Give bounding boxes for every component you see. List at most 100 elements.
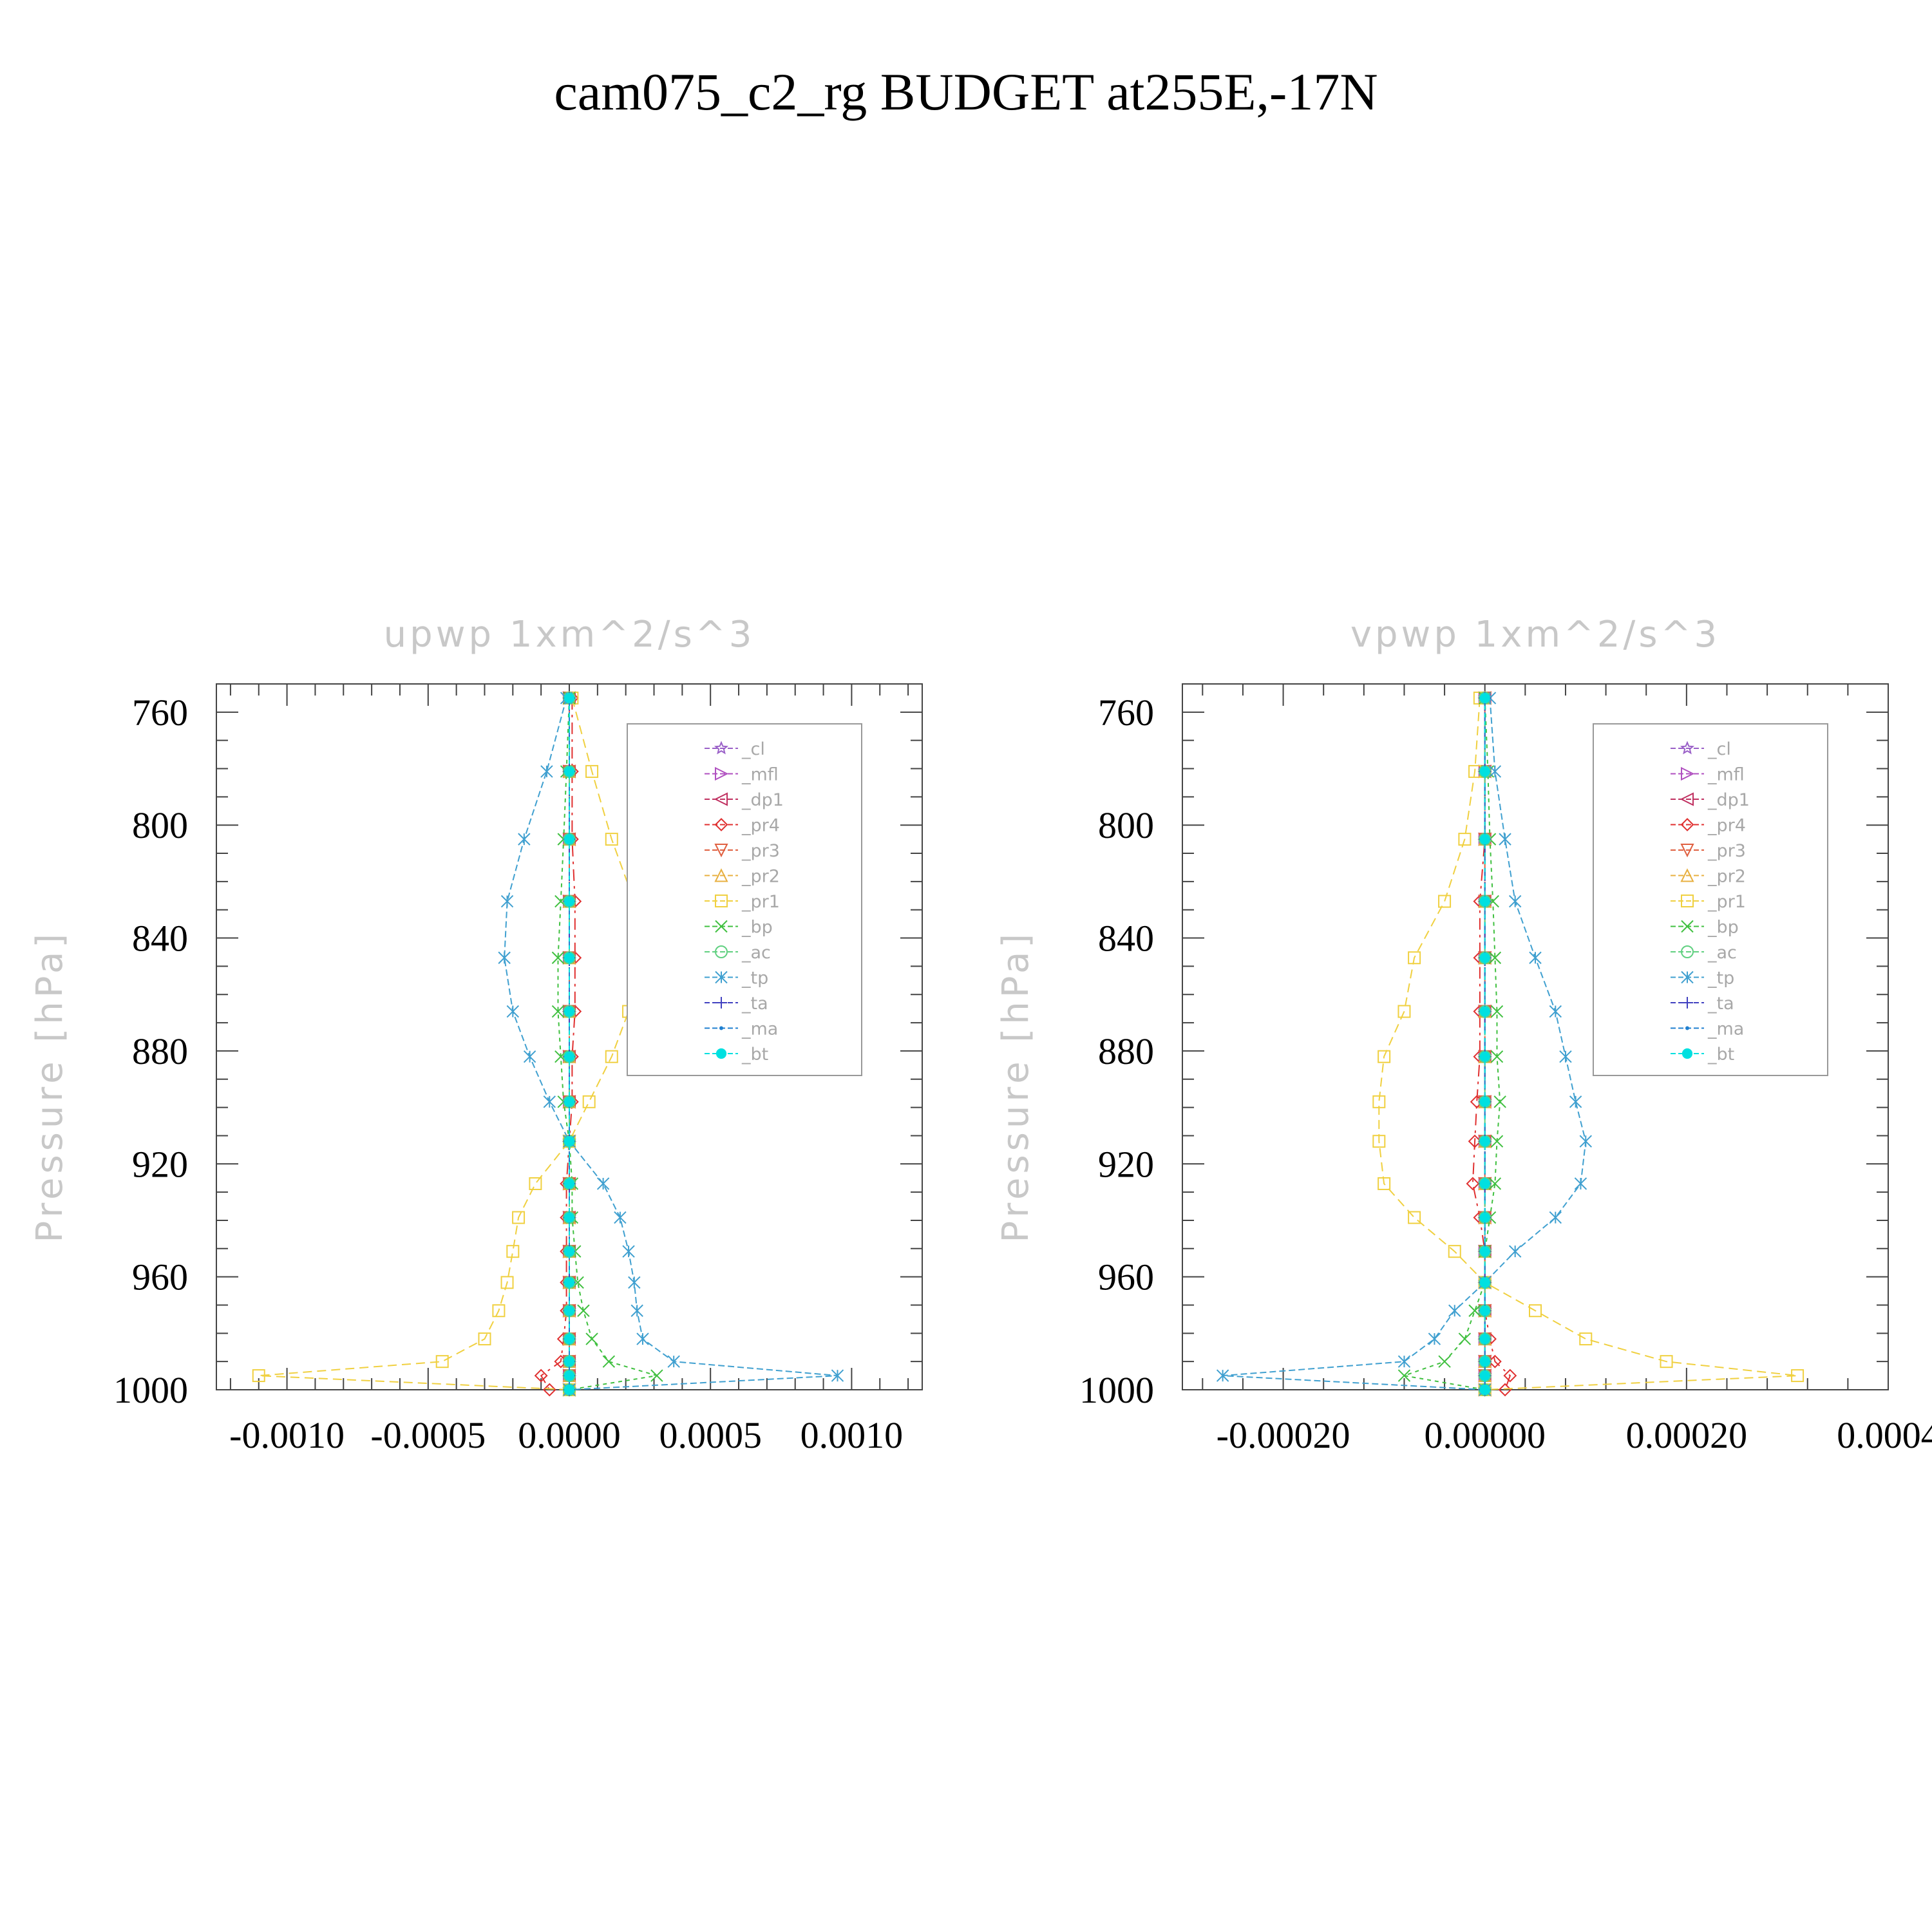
legend-marker xyxy=(1680,844,1694,858)
legend-label: _pr4 xyxy=(1707,816,1746,836)
data-point xyxy=(435,1355,449,1368)
data-point xyxy=(492,1304,506,1318)
y-tick-label: 960 xyxy=(132,1256,188,1298)
legend-marker xyxy=(715,997,727,1009)
data-point xyxy=(1529,951,1542,964)
data-point xyxy=(564,1051,575,1062)
legend-label: _ma xyxy=(1707,1019,1744,1039)
data-point xyxy=(564,1136,575,1147)
data-point xyxy=(650,1369,663,1382)
series-pr4 xyxy=(534,691,582,1397)
data-point xyxy=(564,1246,575,1257)
data-point xyxy=(564,1370,575,1381)
legend-label: _dp1 xyxy=(741,790,784,810)
data-point xyxy=(1529,1304,1542,1318)
data-point xyxy=(1488,951,1502,964)
x-tick-label: 0.0004 xyxy=(1837,1414,1932,1456)
panel-title: vpwp 1xm^2/s^3 xyxy=(1350,614,1720,656)
data-point xyxy=(628,1276,641,1289)
data-point xyxy=(614,1211,627,1224)
legend-marker xyxy=(1681,945,1694,958)
data-point xyxy=(523,1050,536,1063)
legend-marker xyxy=(715,895,728,907)
series-line xyxy=(1378,697,1798,1390)
data-point xyxy=(1791,1369,1804,1383)
x-tick-label: 0.00020 xyxy=(1626,1414,1748,1456)
legend-label: _dp1 xyxy=(1707,790,1750,810)
x-tick-label: 0.0005 xyxy=(659,1414,762,1456)
data-point xyxy=(636,1332,649,1345)
data-point xyxy=(1468,1134,1482,1148)
legend-label: _tp xyxy=(1707,969,1734,989)
data-point xyxy=(1397,1005,1411,1018)
data-point xyxy=(1397,1369,1411,1382)
data-point xyxy=(564,1384,575,1396)
legend-label: _ac xyxy=(1707,943,1737,963)
data-point xyxy=(1479,1333,1490,1345)
legend-label: _bt xyxy=(1707,1045,1734,1065)
y-tick-label: 840 xyxy=(132,918,188,960)
data-point xyxy=(1499,833,1511,846)
data-point xyxy=(1549,1211,1562,1224)
x-tick-label: -0.0010 xyxy=(229,1414,345,1456)
data-point xyxy=(506,1245,520,1258)
data-point xyxy=(1508,895,1522,908)
legend-marker xyxy=(715,766,729,781)
data-point xyxy=(478,1332,491,1346)
data-point xyxy=(1490,1135,1504,1148)
data-point xyxy=(534,1368,548,1383)
data-point xyxy=(577,1304,590,1317)
series-line xyxy=(557,697,658,1390)
data-point xyxy=(1503,1368,1517,1383)
data-point xyxy=(564,1277,575,1288)
figure-title: cam075_c2_rg BUDGET at255E,-17N xyxy=(554,62,1378,121)
data-point xyxy=(564,1212,575,1223)
legend-marker xyxy=(715,920,728,933)
legend-box xyxy=(627,723,862,1076)
plot-frame xyxy=(1182,683,1889,1390)
data-point xyxy=(1448,1245,1461,1258)
y-tick-label: 800 xyxy=(132,804,188,846)
legend-marker xyxy=(1685,1026,1689,1030)
data-point xyxy=(1479,1096,1490,1107)
legend-marker xyxy=(1680,818,1694,831)
legend-label: _cl xyxy=(1707,739,1731,759)
data-point xyxy=(1408,951,1421,965)
y-tick-label: 760 xyxy=(132,692,188,734)
data-point xyxy=(1490,1050,1504,1063)
legend-label: _bp xyxy=(1707,918,1739,938)
data-point xyxy=(1488,1177,1502,1190)
series-bt xyxy=(1479,692,1490,1396)
y-tick-label: 880 xyxy=(132,1030,188,1072)
legend-marker xyxy=(715,945,728,958)
panel-title: upwp 1xm^2/s^3 xyxy=(384,614,755,656)
data-point xyxy=(1488,765,1502,778)
legend-marker xyxy=(715,1048,727,1059)
data-point xyxy=(1466,1177,1480,1191)
data-point xyxy=(1479,1136,1490,1147)
data-point xyxy=(585,764,599,778)
y-tick-label: 920 xyxy=(1098,1143,1154,1185)
data-point xyxy=(1479,952,1490,963)
series-line xyxy=(258,697,638,1390)
series-pr4 xyxy=(1466,691,1517,1397)
data-point xyxy=(1490,1005,1504,1018)
data-point xyxy=(564,952,575,963)
x-tick-label: 0.0000 xyxy=(518,1414,621,1456)
data-point xyxy=(605,833,618,846)
legend-marker xyxy=(1680,792,1694,806)
data-point xyxy=(1508,1245,1522,1258)
x-tick-label: -0.0005 xyxy=(370,1414,486,1456)
y-tick-label: 920 xyxy=(132,1143,188,1185)
legend-marker xyxy=(1681,997,1693,1009)
data-point xyxy=(564,1333,575,1345)
legend-label: _bt xyxy=(741,1045,768,1065)
series-bp xyxy=(1397,692,1506,1396)
data-point xyxy=(551,1005,565,1018)
data-point xyxy=(1408,1211,1421,1224)
data-point xyxy=(564,766,575,777)
series-line xyxy=(1222,697,1587,1390)
legend-marker xyxy=(715,971,728,984)
data-point xyxy=(252,1369,265,1383)
